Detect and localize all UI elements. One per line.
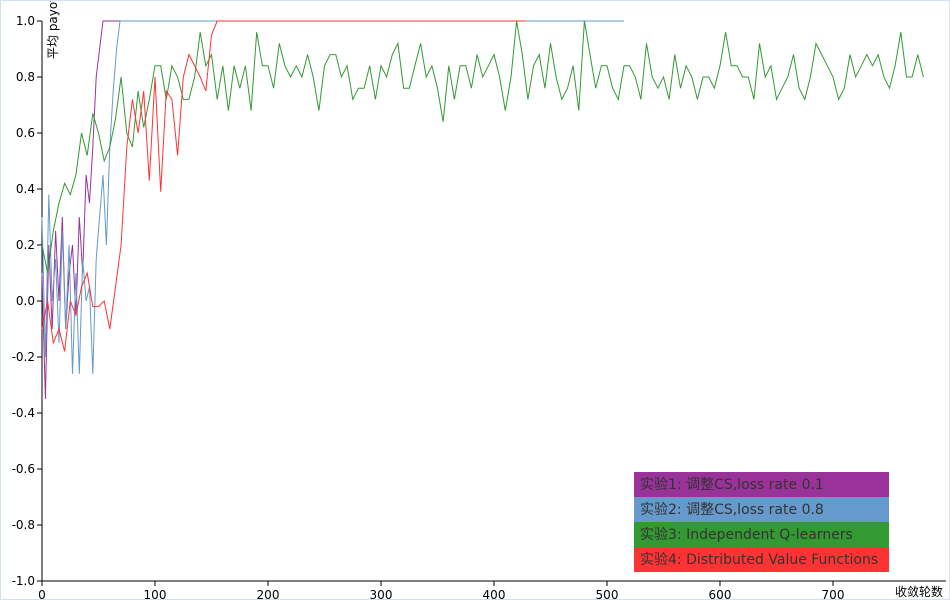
legend-swatch xyxy=(634,547,889,572)
legend-swatch xyxy=(634,472,889,497)
y-tick-label: -0.4 xyxy=(12,406,35,420)
y-tick-label: 0.4 xyxy=(16,182,35,196)
y-tick-label: -0.8 xyxy=(12,518,35,532)
legend-label: 实验3: Independent Q-learners xyxy=(640,527,853,543)
y-axis-label: 平均 payoff xyxy=(46,0,60,59)
x-axis-label: 收敛轮数 xyxy=(895,584,943,599)
x-tick-label: 400 xyxy=(483,588,506,600)
series-line xyxy=(41,20,924,274)
y-tick-label: 1.0 xyxy=(16,14,35,28)
x-tick-label: 200 xyxy=(257,588,280,600)
legend-label: 实验1: 调整CS,loss rate 0.1 xyxy=(640,477,824,493)
x-tick-label: 500 xyxy=(596,588,619,600)
legend-label: 实验2: 调整CS,loss rate 0.8 xyxy=(640,502,824,518)
series-line xyxy=(41,20,624,374)
x-tick-label: 0 xyxy=(38,588,46,600)
y-tick-label: 0.0 xyxy=(16,294,35,308)
y-tick-label: -0.6 xyxy=(12,462,35,476)
legend-label: 实验4: Distributed Value Functions xyxy=(640,552,878,568)
x-tick-label: 600 xyxy=(709,588,732,600)
y-tick-label: 0.8 xyxy=(16,70,35,84)
legend-swatch xyxy=(634,522,889,547)
y-tick-label: 0.2 xyxy=(16,238,35,252)
y-tick-label: -0.2 xyxy=(12,350,35,364)
y-tick-label: -1.0 xyxy=(12,574,35,588)
series-line xyxy=(41,20,581,400)
x-tick-label: 700 xyxy=(822,588,845,600)
y-tick-label: 0.6 xyxy=(16,126,35,140)
x-tick-label: 300 xyxy=(370,588,393,600)
legend-swatch xyxy=(634,497,889,522)
x-tick-label: 100 xyxy=(144,588,167,600)
series-line xyxy=(41,20,526,352)
